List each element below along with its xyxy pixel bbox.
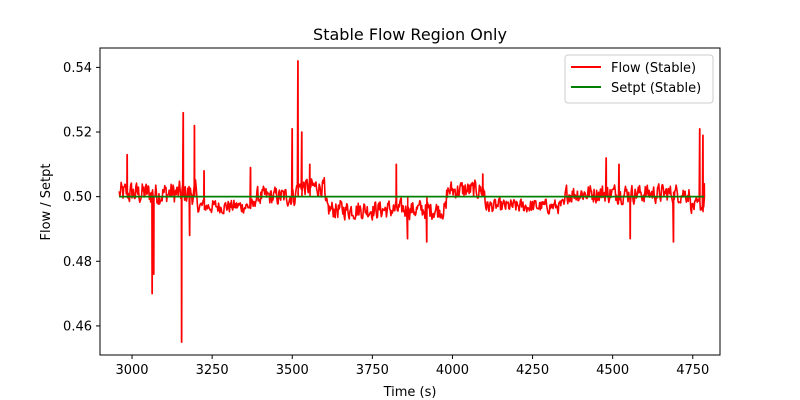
x-tick-label: 4000	[436, 363, 469, 378]
y-axis: 0.46 0.48 0.50 0.52 0.54	[63, 61, 100, 334]
x-axis: 3000 3250 3500 3750 4000 4250 4500 4750	[115, 355, 709, 378]
x-axis-label: Time (s)	[383, 385, 437, 400]
x-tick-label: 3750	[356, 363, 389, 378]
legend-label-setpt: Setpt (Stable)	[611, 81, 701, 96]
y-tick-label: 0.50	[63, 190, 92, 205]
x-tick-label: 3000	[115, 363, 148, 378]
y-axis-label: Flow / Setpt	[39, 163, 54, 240]
series-line-flow	[118, 60, 706, 343]
series-layer	[118, 60, 706, 343]
legend-box	[564, 54, 714, 104]
y-tick-label: 0.46	[63, 319, 92, 334]
chart-title: Stable Flow Region Only	[313, 25, 507, 44]
y-tick-label: 0.48	[63, 255, 92, 270]
x-tick-label: 3500	[276, 363, 309, 378]
x-tick-label: 3250	[196, 363, 229, 378]
x-tick-label: 4250	[516, 363, 549, 378]
x-tick-label: 4750	[676, 363, 709, 378]
legend-label-flow: Flow (Stable)	[611, 61, 696, 76]
legend: Flow (Stable) Setpt (Stable)	[564, 54, 714, 104]
y-tick-label: 0.52	[63, 126, 92, 141]
x-tick-label: 4500	[596, 363, 629, 378]
y-tick-label: 0.54	[63, 61, 92, 76]
plot-frame	[99, 47, 721, 356]
